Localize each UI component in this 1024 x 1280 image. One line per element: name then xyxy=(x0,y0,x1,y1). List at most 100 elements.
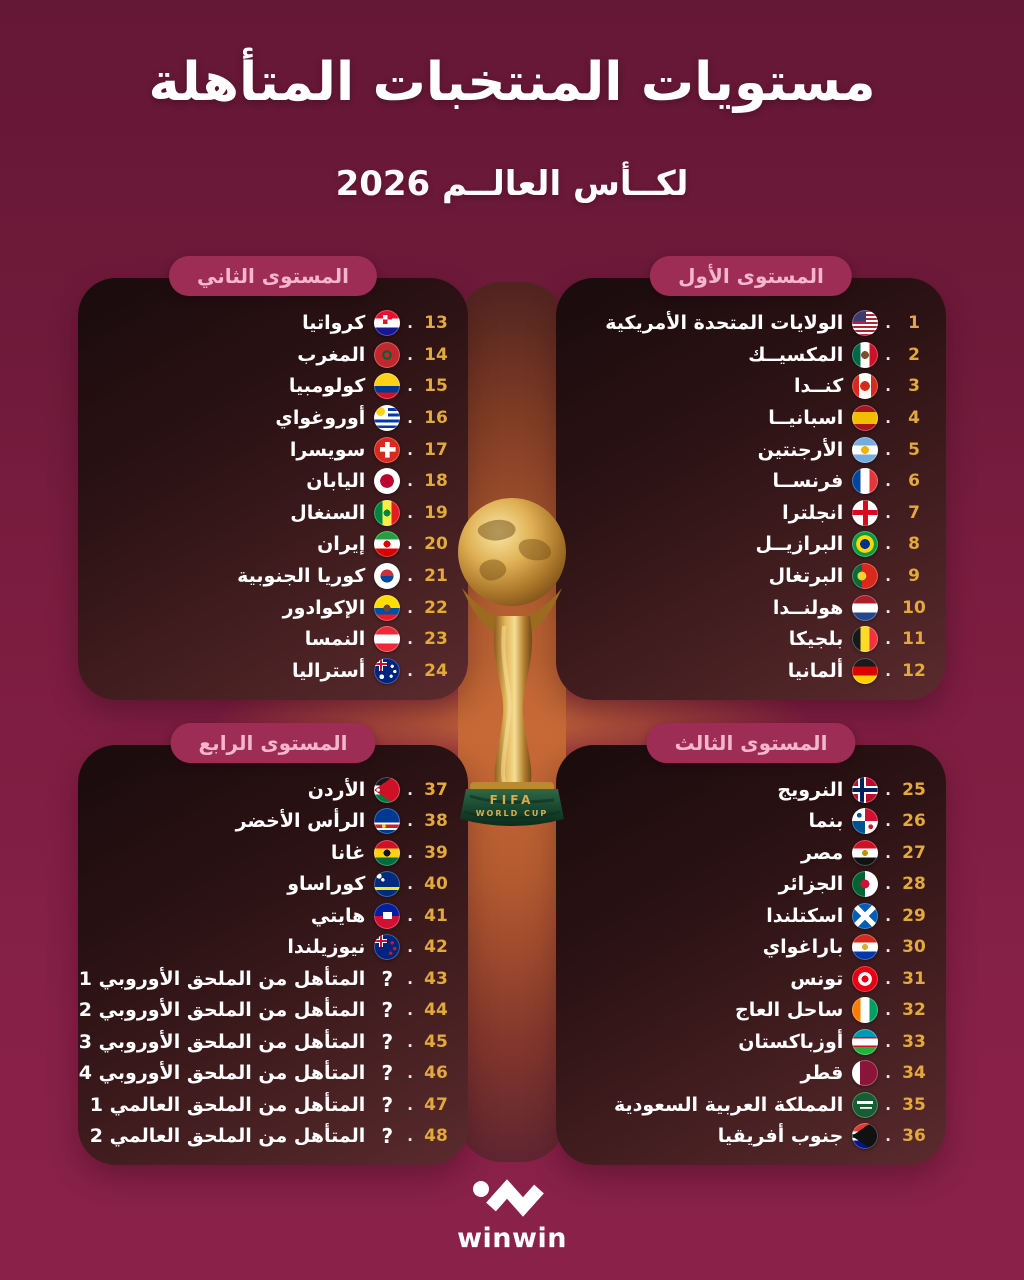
team-row: 11. بلجيكا xyxy=(570,624,930,654)
team-rank: 8 xyxy=(908,534,920,555)
france-flag-icon xyxy=(852,468,879,495)
netherlands-flag-icon xyxy=(852,594,879,621)
team-rank: 42 xyxy=(424,937,448,958)
team-name: كولومبيا xyxy=(288,375,366,398)
team-name: ساحل العاج xyxy=(735,999,844,1022)
team-row: 21. كوريا الجنوبية xyxy=(92,561,452,591)
rank-separator-dot: . xyxy=(885,567,891,585)
team-row: 2. المكسيــك xyxy=(570,340,930,370)
senegal-flag-icon xyxy=(374,499,401,526)
team-rank: 22 xyxy=(424,597,448,618)
team-name: البرتغال xyxy=(768,565,844,587)
team-row: 47.? المتأهل من الملحق العالمي 1 xyxy=(90,1090,452,1120)
team-row: 34. قطر xyxy=(570,1058,930,1088)
team-rank: 1 xyxy=(908,313,920,333)
team-name: أوزباكستان xyxy=(738,1030,844,1053)
question-mark-icon: ? xyxy=(381,966,394,991)
team-rank: 10 xyxy=(902,597,926,618)
team-rank: 2 xyxy=(908,344,920,365)
team-row: 37. الأردن xyxy=(92,775,452,805)
team-rank: 39 xyxy=(424,842,448,863)
team-name: المملكة العربية السعودية xyxy=(613,1093,844,1116)
team-name: ألمانيا xyxy=(787,659,844,682)
rank-separator-dot: . xyxy=(407,598,413,617)
team-rank: 46 xyxy=(424,1063,448,1084)
team-name: تونس xyxy=(790,967,844,990)
team-name: المتأهل من الملحق الأوروبي 1 xyxy=(78,967,366,990)
tunisia-flag-icon xyxy=(852,965,879,992)
team-name: المتأهل من الملحق الأوروبي 3 xyxy=(78,1030,366,1053)
team-row: 3. كنــدا xyxy=(570,371,930,401)
team-rank: 12 xyxy=(902,660,926,681)
qatar-flag-icon xyxy=(852,1060,879,1087)
haiti-flag-icon xyxy=(374,902,401,929)
team-rank: 32 xyxy=(902,1000,926,1021)
rank-separator-dot: . xyxy=(407,875,413,894)
team-name: كنــدا xyxy=(794,375,844,398)
germany-flag-icon xyxy=(852,657,879,684)
rank-separator-dot: . xyxy=(885,472,891,491)
rank-separator-dot: . xyxy=(885,906,891,925)
team-rank: 43 xyxy=(424,968,448,989)
rank-separator-dot: . xyxy=(407,1064,413,1083)
rank-separator-dot: . xyxy=(885,535,891,554)
team-row: 22. الإكوادور xyxy=(92,593,452,623)
team-rank: 45 xyxy=(424,1031,448,1052)
argentina-flag-icon xyxy=(852,436,879,463)
rank-separator-dot: . xyxy=(407,1126,413,1145)
team-rank: 33 xyxy=(902,1031,926,1052)
team-name: انجلترا xyxy=(782,501,844,524)
winwin-logo-icon xyxy=(473,1179,544,1217)
question-mark-icon: ? xyxy=(381,998,394,1023)
team-row: 29. اسكتلندا xyxy=(570,901,930,931)
team-rank: 40 xyxy=(424,874,448,895)
rank-separator-dot: . xyxy=(407,535,413,554)
team-rank: 20 xyxy=(424,534,448,555)
austria-flag-icon xyxy=(374,626,401,653)
rank-separator-dot: . xyxy=(407,906,413,925)
team-name: بنما xyxy=(808,810,844,833)
team-row: 12. ألمانيا xyxy=(570,656,930,686)
team-list: 37. الأردن 38. الرأس الأخضر 39. غانا 40. كوراسا… xyxy=(79,775,452,1151)
page-title: مستويات المنتخبات المتأهلة xyxy=(148,52,876,113)
team-name: جنوب أفريقيا xyxy=(717,1124,844,1147)
team-row: 38. الرأس الأخضر xyxy=(92,806,452,836)
question-mark-icon: ? xyxy=(381,1029,394,1054)
team-name: البرازيــل xyxy=(755,533,844,556)
belgium-flag-icon xyxy=(852,626,879,653)
panama-flag-icon xyxy=(852,808,879,835)
croatia-flag-icon xyxy=(374,310,401,336)
rank-separator-dot: . xyxy=(885,408,891,427)
colombia-flag-icon xyxy=(374,373,401,400)
team-row: 25. النرويج xyxy=(570,775,930,805)
rank-separator-dot: . xyxy=(407,472,413,491)
team-row: 5. الأرجنتين xyxy=(570,435,930,465)
team-name: أستراليا xyxy=(291,659,366,682)
team-name: اسبانيــا xyxy=(768,406,844,429)
team-rank: 27 xyxy=(902,842,926,863)
team-name: فرنســا xyxy=(772,470,844,493)
team-name: أوروغواي xyxy=(275,406,366,429)
team-row: 6. فرنســا xyxy=(570,466,930,496)
team-row: 39. غانا xyxy=(92,838,452,868)
team-row: 40. كوراساو xyxy=(92,869,452,899)
team-row: 31. تونس xyxy=(570,964,930,994)
team-rank: 35 xyxy=(902,1094,926,1115)
team-rank: 44 xyxy=(424,1000,448,1021)
pot-2-header-pill: المستوى الثاني xyxy=(169,256,377,296)
team-row: 10. هولنــدا xyxy=(570,593,930,623)
team-name: بلجيكا xyxy=(788,628,844,651)
rank-separator-dot: . xyxy=(885,314,891,332)
team-rank: 28 xyxy=(902,874,926,895)
team-name: باراغواي xyxy=(762,936,844,959)
rank-separator-dot: . xyxy=(885,1095,891,1114)
team-row: 41. هايتي xyxy=(92,901,452,931)
rank-separator-dot: . xyxy=(885,969,891,988)
rank-separator-dot: . xyxy=(885,1032,891,1051)
team-name: اليابان xyxy=(306,470,366,493)
rank-separator-dot: . xyxy=(885,598,891,617)
pot-3-panel: المستوى الثالث 25. النرويج 26. بنما 27. مصر 28… xyxy=(556,723,946,1165)
team-rank: 23 xyxy=(424,629,448,650)
rank-separator-dot: . xyxy=(885,1001,891,1020)
team-rank: 47 xyxy=(424,1094,448,1115)
